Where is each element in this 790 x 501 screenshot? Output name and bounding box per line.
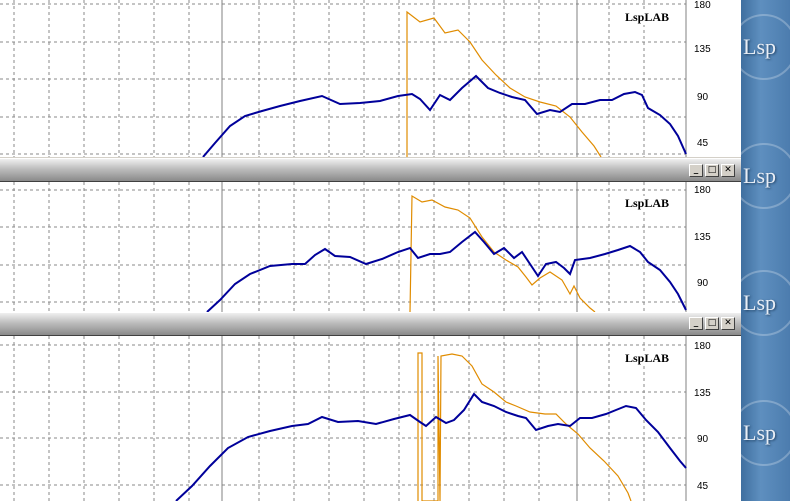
close-icon[interactable]: ✕ <box>721 317 735 330</box>
lsp-logo <box>741 270 790 336</box>
graph-canvas-1: 180 135 90 45 <box>0 0 711 157</box>
phase-curve <box>406 10 602 157</box>
y-tick-label: 180 <box>694 341 711 352</box>
lsp-logo <box>741 14 790 80</box>
lsp-logo <box>741 400 790 466</box>
graph-panel-1: 180 135 90 45 LspLAB <box>0 0 741 157</box>
brand-label: LspLAB <box>625 196 670 211</box>
y-tick-label: 45 <box>697 481 709 492</box>
phase-curve <box>409 194 596 312</box>
y-tick-label: 90 <box>697 92 709 103</box>
app-sidebar-decoration: Lsp Lsp Lsp Lsp <box>741 0 790 501</box>
graph-panel-3: 180 135 90 45 LspLAB <box>0 336 741 501</box>
y-tick-label: 135 <box>694 44 711 55</box>
magnitude-curve <box>202 74 687 157</box>
y-tick-label: 180 <box>694 185 711 196</box>
minimize-icon[interactable]: _ <box>689 317 703 330</box>
window-titlebar-2[interactable]: _ □ ✕ <box>0 158 741 182</box>
magnitude-curve <box>206 230 687 312</box>
graph-canvas-3: 180 135 90 45 <box>0 336 711 501</box>
y-tick-label: 45 <box>697 138 709 149</box>
y-tick-label: 135 <box>694 232 711 243</box>
lsp-logo-text: Lsp <box>743 163 776 188</box>
lsp-logo <box>741 143 790 209</box>
lsp-logo-text: Lsp <box>743 34 776 59</box>
magnitude-curve <box>175 392 687 501</box>
brand-label: LspLAB <box>625 351 670 366</box>
window-titlebar-3[interactable]: _ □ ✕ <box>0 312 741 336</box>
phase-curve <box>417 352 632 501</box>
y-tick-label: 180 <box>694 0 711 11</box>
brand-label: LspLAB <box>625 10 670 25</box>
lsp-logo-text: Lsp <box>743 420 776 445</box>
graph-canvas-2: 180 135 90 <box>0 182 711 312</box>
close-icon[interactable]: ✕ <box>721 164 735 177</box>
minimize-icon[interactable]: _ <box>689 164 703 177</box>
maximize-icon[interactable]: □ <box>705 317 719 330</box>
graph-panel-2: 180 135 90 LspLAB <box>0 182 741 312</box>
lsp-logo-text: Lsp <box>743 290 776 315</box>
y-tick-label: 90 <box>697 434 709 445</box>
y-tick-label: 90 <box>697 278 709 289</box>
maximize-icon[interactable]: □ <box>705 164 719 177</box>
y-tick-label: 135 <box>694 388 711 399</box>
